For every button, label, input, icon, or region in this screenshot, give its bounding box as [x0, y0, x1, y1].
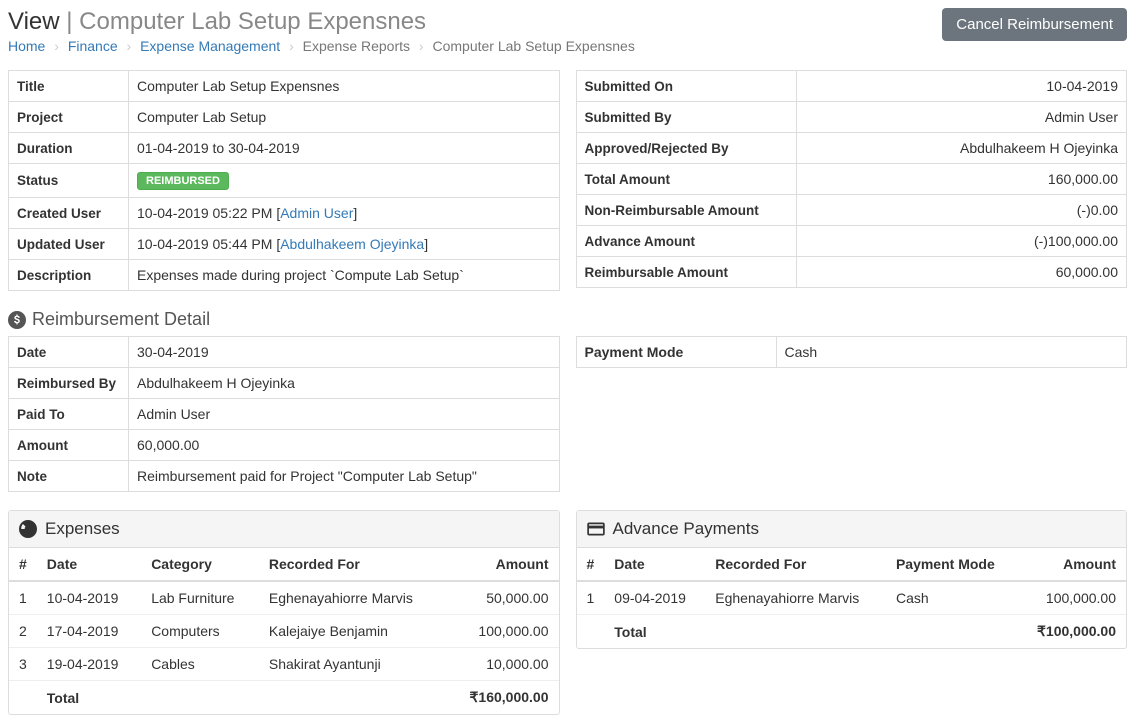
reimb-by-label: Reimbursed By [9, 368, 129, 399]
submitted-by-label: Submitted By [576, 102, 796, 133]
description-label: Description [9, 260, 129, 291]
dollar-icon [8, 311, 26, 329]
breadcrumb-home[interactable]: Home [8, 38, 45, 54]
reimb-by-value: Abdulhakeem H Ojeyinka [129, 368, 560, 399]
advance-amount-value: (-)100,000.00 [796, 226, 1127, 257]
expenses-title: Expenses [45, 519, 120, 539]
paid-to-value: Admin User [129, 399, 560, 430]
advance-title: Advance Payments [613, 519, 759, 539]
details-table-left: TitleComputer Lab Setup Expensnes Projec… [8, 70, 560, 291]
reimb-amount-value: 60,000.00 [129, 430, 560, 461]
project-label: Project [9, 102, 129, 133]
title-value: Computer Lab Setup Expensnes [129, 71, 560, 102]
approved-by-value: Abdulhakeem H Ojeyinka [796, 133, 1127, 164]
cancel-reimbursement-button[interactable]: Cancel Reimbursement [942, 8, 1127, 41]
submitted-on-label: Submitted On [576, 71, 796, 102]
description-value: Expenses made during project `Compute La… [129, 260, 560, 291]
duration-label: Duration [9, 133, 129, 164]
col-idx: # [577, 548, 605, 581]
total-amount-label: Total Amount [576, 164, 796, 195]
payment-mode-label: Payment Mode [576, 337, 776, 368]
approved-by-label: Approved/Rejected By [576, 133, 796, 164]
expenses-panel: Expenses # Date Category Recorded For Am… [8, 510, 560, 715]
col-date: Date [37, 548, 141, 581]
nonreimb-amount-value: (-)0.00 [796, 195, 1127, 226]
created-user-label: Created User [9, 198, 129, 229]
col-payment-mode: Payment Mode [886, 548, 1017, 581]
table-row: 2 17-04-2019 Computers Kalejaiye Benjami… [9, 615, 559, 648]
reimbursement-detail-heading: Reimbursement Detail [8, 309, 1127, 330]
col-date: Date [604, 548, 705, 581]
title-label: Title [9, 71, 129, 102]
reimb-note-label: Note [9, 461, 129, 492]
created-user-link[interactable]: Admin User [280, 205, 353, 221]
chevron-right-icon: › [284, 38, 299, 54]
status-label: Status [9, 164, 129, 198]
payment-mode-value: Cash [776, 337, 1127, 368]
table-row: 1 09-04-2019 Eghenayahiorre Marvis Cash … [577, 581, 1127, 615]
chevron-right-icon: › [414, 38, 429, 54]
page-header: View | Computer Lab Setup Expensnes Home… [8, 8, 1127, 64]
advance-table: # Date Recorded For Payment Mode Amount … [577, 548, 1127, 648]
breadcrumb: Home › Finance › Expense Management › Ex… [8, 38, 635, 54]
report-title: Computer Lab Setup Expensnes [79, 8, 426, 35]
project-value: Computer Lab Setup [129, 102, 560, 133]
total-row: Total ₹100,000.00 [577, 615, 1127, 649]
nonreimb-amount-label: Non-Reimbursable Amount [576, 195, 796, 226]
chevron-right-icon: › [122, 38, 137, 54]
updated-user-link[interactable]: Abdulhakeem Ojeyinka [280, 236, 424, 252]
reimbursement-table-left: Date30-04-2019 Reimbursed ByAbdulhakeem … [8, 336, 560, 492]
duration-value: 01-04-2019 to 30-04-2019 [129, 133, 560, 164]
advance-amount-label: Advance Amount [576, 226, 796, 257]
breadcrumb-current: Computer Lab Setup Expensnes [432, 38, 634, 54]
expenses-table: # Date Category Recorded For Amount 1 10… [9, 548, 559, 714]
col-category: Category [141, 548, 259, 581]
total-amount-value: 160,000.00 [796, 164, 1127, 195]
breadcrumb-finance[interactable]: Finance [68, 38, 118, 54]
col-amount: Amount [1017, 548, 1126, 581]
table-row: 3 19-04-2019 Cables Shakirat Ayantunji 1… [9, 648, 559, 681]
details-table-right: Submitted On10-04-2019 Submitted ByAdmin… [576, 70, 1128, 288]
reimb-note-value: Reimbursement paid for Project "Computer… [129, 461, 560, 492]
reimb-date-value: 30-04-2019 [129, 337, 560, 368]
updated-user-value: 10-04-2019 05:44 PM [Abdulhakeem Ojeyink… [129, 229, 560, 260]
col-recorded-for: Recorded For [705, 548, 886, 581]
reimb-amount-label: Amount [9, 430, 129, 461]
reimb-amount-label: Reimbursable Amount [576, 257, 796, 288]
credit-card-icon [587, 520, 605, 538]
submitted-on-value: 10-04-2019 [796, 71, 1127, 102]
breadcrumb-expense-reports: Expense Reports [303, 38, 410, 54]
submitted-by-value: Admin User [796, 102, 1127, 133]
total-row: Total ₹160,000.00 [9, 681, 559, 715]
reimb-amount-value: 60,000.00 [796, 257, 1127, 288]
page-title: View | Computer Lab Setup Expensnes [8, 8, 635, 36]
reimb-date-label: Date [9, 337, 129, 368]
col-recorded-for: Recorded For [259, 548, 446, 581]
view-prefix: View [8, 8, 60, 35]
advance-payments-panel: Advance Payments # Date Recorded For Pay… [576, 510, 1128, 649]
table-row: 1 10-04-2019 Lab Furniture Eghenayahiorr… [9, 581, 559, 615]
breadcrumb-expense-management[interactable]: Expense Management [140, 38, 280, 54]
col-idx: # [9, 548, 37, 581]
created-user-value: 10-04-2019 05:22 PM [Admin User] [129, 198, 560, 229]
status-badge: REIMBURSED [137, 172, 229, 190]
chevron-right-icon: › [49, 38, 64, 54]
col-amount: Amount [446, 548, 559, 581]
paid-to-label: Paid To [9, 399, 129, 430]
life-ring-icon [19, 520, 37, 538]
reimbursement-table-right: Payment ModeCash [576, 336, 1128, 368]
updated-user-label: Updated User [9, 229, 129, 260]
